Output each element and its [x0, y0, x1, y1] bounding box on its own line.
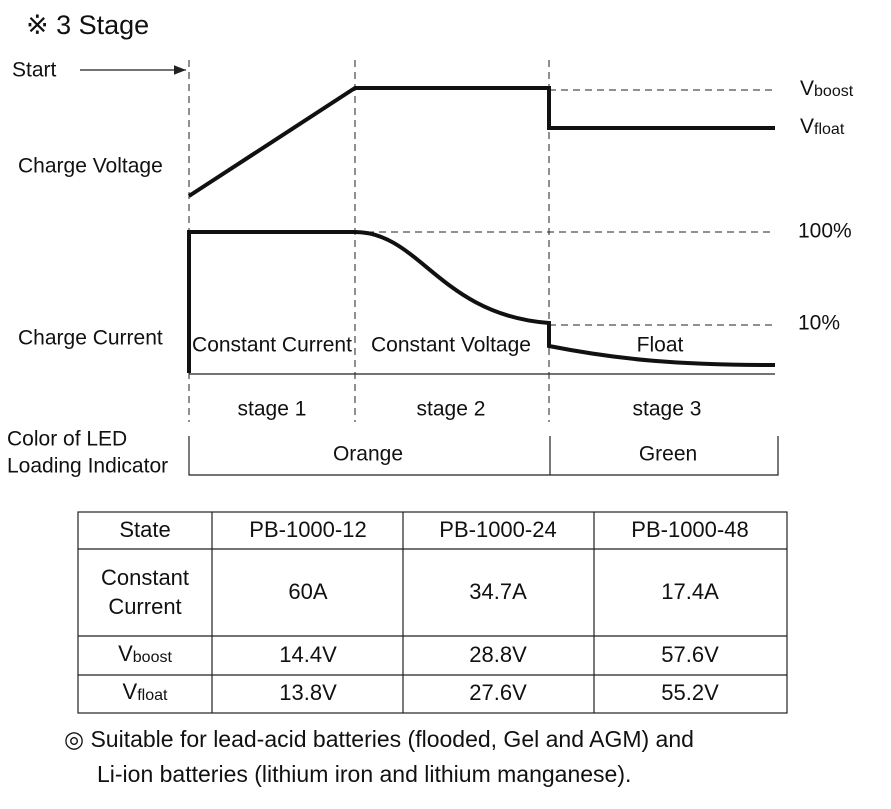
voltage-curve [187, 86, 775, 198]
phase-label: Constant Current [192, 334, 352, 357]
table-cell: Current [108, 594, 181, 619]
table-cell: 17.4A [661, 579, 719, 604]
table-cell: 27.6V [469, 680, 527, 705]
table-cell: 13.8V [279, 680, 337, 705]
led-bracket [188, 436, 779, 476]
led-color: Orange [333, 443, 403, 466]
vboost-label: Vboost [800, 77, 854, 101]
led-label: Loading Indicator [7, 455, 168, 478]
table-cell: 14.4V [279, 642, 337, 667]
phase-label: Float [637, 334, 684, 357]
note: ◎ Suitable for lead-acid batteries (floo… [64, 726, 694, 752]
phase-label: Constant Voltage [371, 334, 531, 357]
led-color: Green [639, 443, 697, 466]
stage-label: stage 2 [417, 398, 486, 421]
table-cell: Vboost [118, 641, 172, 666]
table-header: PB-1000-48 [631, 517, 748, 542]
table-header: PB-1000-24 [439, 517, 556, 542]
note: Li-ion batteries (lithium iron and lithi… [97, 761, 631, 787]
current-label: Charge Current [18, 327, 163, 350]
table-cell: 57.6V [661, 642, 719, 667]
table-cell: 28.8V [469, 642, 527, 667]
table: State PB-1000-12 PB-1000-24 PB-1000-48 C… [77, 511, 788, 714]
table-cell: 55.2V [661, 680, 719, 705]
table-header: PB-1000-12 [249, 517, 366, 542]
table-cell: 60A [288, 579, 327, 604]
table-header: State [119, 517, 170, 542]
title: ※ 3 Stage [26, 10, 149, 40]
vfloat-label: Vfloat [800, 115, 845, 139]
start-label: Start [12, 59, 57, 82]
stage-label: stage 1 [238, 398, 307, 421]
voltage-label: Charge Voltage [18, 155, 163, 178]
level-label: 10% [798, 312, 840, 335]
current-curve [187, 230, 776, 373]
stage-label: stage 3 [633, 398, 702, 421]
led-label: Color of LED [7, 428, 127, 451]
table-cell: 34.7A [469, 579, 527, 604]
level-label: 100% [798, 220, 852, 243]
table-cell: Constant [101, 565, 189, 590]
table-cell: Vfloat [123, 679, 168, 704]
